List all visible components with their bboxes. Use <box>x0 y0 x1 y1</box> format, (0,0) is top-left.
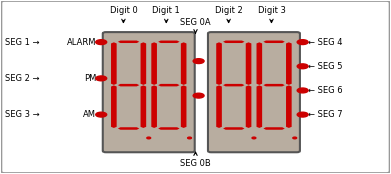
Polygon shape <box>246 85 251 128</box>
Polygon shape <box>140 85 146 128</box>
Text: ← SEG 7: ← SEG 7 <box>308 110 343 119</box>
Circle shape <box>193 93 204 98</box>
Circle shape <box>252 137 256 139</box>
Polygon shape <box>216 85 222 128</box>
Circle shape <box>147 137 151 139</box>
Polygon shape <box>223 127 244 130</box>
Circle shape <box>297 88 308 93</box>
Text: ← SEG 6: ← SEG 6 <box>308 86 343 95</box>
Text: Digit 3: Digit 3 <box>258 6 285 23</box>
Text: SEG 3 →: SEG 3 → <box>5 110 39 119</box>
Text: ← SEG 5: ← SEG 5 <box>308 62 343 71</box>
Polygon shape <box>118 41 139 43</box>
Text: ← SEG 4: ← SEG 4 <box>308 38 343 47</box>
Text: Digit 1: Digit 1 <box>152 6 180 23</box>
Polygon shape <box>158 41 179 43</box>
Text: PM: PM <box>84 74 96 83</box>
Text: Digit 2: Digit 2 <box>215 6 242 23</box>
Circle shape <box>297 64 308 69</box>
Text: ALARM: ALARM <box>66 38 96 47</box>
Polygon shape <box>223 41 244 43</box>
Circle shape <box>96 76 107 81</box>
Polygon shape <box>181 85 187 128</box>
FancyBboxPatch shape <box>103 32 195 152</box>
Polygon shape <box>286 42 292 85</box>
Polygon shape <box>158 127 179 130</box>
Polygon shape <box>223 84 244 86</box>
FancyBboxPatch shape <box>208 32 300 152</box>
Polygon shape <box>256 85 262 128</box>
Circle shape <box>193 59 204 64</box>
Polygon shape <box>118 127 139 130</box>
Polygon shape <box>111 42 117 85</box>
Text: SEG 0B: SEG 0B <box>180 152 211 168</box>
Text: SEG 1 →: SEG 1 → <box>5 38 39 47</box>
Polygon shape <box>151 42 157 85</box>
Polygon shape <box>246 42 251 85</box>
Circle shape <box>297 40 308 45</box>
Text: AM: AM <box>83 110 96 119</box>
Polygon shape <box>151 85 157 128</box>
Polygon shape <box>264 127 285 130</box>
Polygon shape <box>264 41 285 43</box>
Circle shape <box>297 112 308 117</box>
Circle shape <box>293 137 297 139</box>
Polygon shape <box>256 42 262 85</box>
Polygon shape <box>118 84 139 86</box>
Polygon shape <box>216 42 222 85</box>
Polygon shape <box>111 85 117 128</box>
Polygon shape <box>264 84 285 86</box>
Text: SEG 2 →: SEG 2 → <box>5 74 39 83</box>
Text: SEG 0A: SEG 0A <box>180 18 211 33</box>
Polygon shape <box>286 85 292 128</box>
Polygon shape <box>158 84 179 86</box>
Polygon shape <box>140 42 146 85</box>
Circle shape <box>96 40 107 45</box>
FancyBboxPatch shape <box>2 1 389 173</box>
Circle shape <box>188 137 192 139</box>
Text: Digit 0: Digit 0 <box>109 6 137 23</box>
Circle shape <box>96 112 107 117</box>
Polygon shape <box>181 42 187 85</box>
